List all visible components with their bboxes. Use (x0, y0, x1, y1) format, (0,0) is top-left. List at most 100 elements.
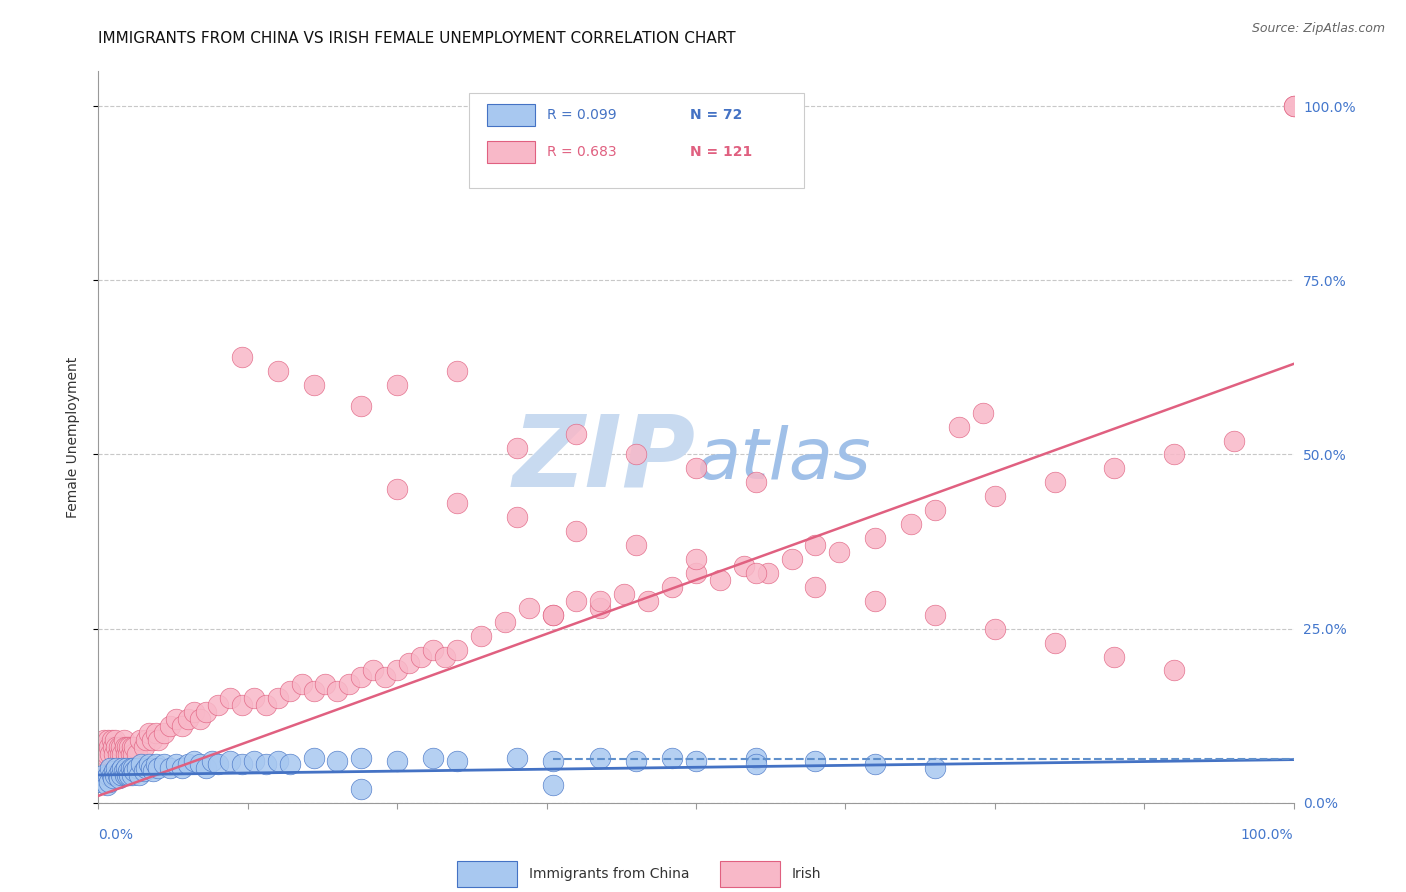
Point (188, 757, 211, 772)
Point (115, 747, 138, 761)
Point (863, 594, 887, 608)
Point (350, 781, 373, 796)
Point (863, 531, 887, 545)
Point (110, 768, 132, 782)
Point (385, 664, 409, 678)
Point (91, 768, 114, 782)
Point (1102, 649, 1125, 664)
Point (97, 768, 120, 782)
Point (98, 747, 122, 761)
Point (94, 772, 117, 786)
Point (117, 764, 139, 779)
Point (101, 772, 124, 786)
Point (385, 754, 409, 768)
Point (124, 764, 146, 779)
Point (374, 670, 396, 684)
Point (207, 757, 229, 772)
Point (107, 768, 129, 782)
Point (685, 461, 707, 475)
Point (115, 768, 138, 782)
Point (756, 566, 779, 580)
Point (863, 757, 887, 772)
Bar (486, 104, 534, 127)
Point (145, 757, 167, 772)
Bar (720, 862, 780, 887)
Point (745, 750, 768, 764)
Point (103, 747, 125, 761)
Point (398, 657, 420, 671)
Point (1282, 99, 1305, 113)
Point (733, 558, 755, 573)
Point (709, 573, 731, 587)
Point (948, 419, 970, 434)
Point (411, 649, 433, 664)
Point (350, 399, 373, 413)
Point (94, 740, 117, 755)
Point (291, 677, 314, 691)
Bar (457, 862, 517, 887)
Point (326, 684, 349, 698)
Point (121, 740, 143, 755)
Point (1043, 635, 1066, 649)
Point (177, 757, 200, 772)
Point (153, 726, 176, 740)
Point (1102, 461, 1125, 475)
Point (302, 750, 325, 764)
Point (90, 754, 112, 768)
Point (183, 754, 205, 768)
Point (804, 538, 827, 552)
Point (1222, 434, 1246, 448)
Point (165, 757, 187, 772)
Point (804, 580, 827, 594)
Point (108, 764, 131, 779)
Point (115, 740, 138, 755)
Text: N = 121: N = 121 (690, 145, 752, 159)
Point (828, 545, 851, 559)
Point (96, 778, 118, 792)
Point (219, 691, 242, 706)
Point (108, 747, 131, 761)
Point (138, 726, 160, 740)
Point (1043, 475, 1066, 490)
Point (231, 698, 253, 713)
Point (165, 712, 187, 726)
Point (661, 750, 683, 764)
Point (194, 705, 218, 719)
Point (350, 750, 373, 764)
Point (924, 503, 946, 517)
Point (589, 600, 612, 615)
Point (685, 552, 707, 566)
FancyBboxPatch shape (470, 94, 804, 188)
Point (117, 747, 139, 761)
Point (661, 580, 683, 594)
Point (112, 733, 135, 747)
Point (565, 524, 588, 538)
Point (315, 677, 337, 691)
Point (104, 768, 127, 782)
Point (98, 761, 122, 775)
Point (243, 691, 266, 706)
Point (132, 764, 155, 779)
Text: N = 72: N = 72 (690, 108, 742, 122)
Point (924, 761, 946, 775)
Point (267, 754, 290, 768)
Point (589, 594, 612, 608)
Point (745, 757, 768, 772)
Point (148, 733, 170, 747)
Point (100, 768, 122, 782)
Point (446, 364, 468, 378)
Point (231, 350, 253, 364)
Point (385, 483, 409, 497)
Point (145, 726, 167, 740)
Point (541, 778, 564, 792)
Point (626, 448, 648, 462)
Point (506, 441, 529, 455)
Point (243, 754, 266, 768)
Text: R = 0.683: R = 0.683 (547, 145, 616, 159)
Point (91, 740, 114, 755)
Point (107, 772, 129, 786)
Point (541, 607, 564, 622)
Point (1163, 664, 1185, 678)
Point (565, 426, 588, 441)
Point (98, 740, 121, 755)
